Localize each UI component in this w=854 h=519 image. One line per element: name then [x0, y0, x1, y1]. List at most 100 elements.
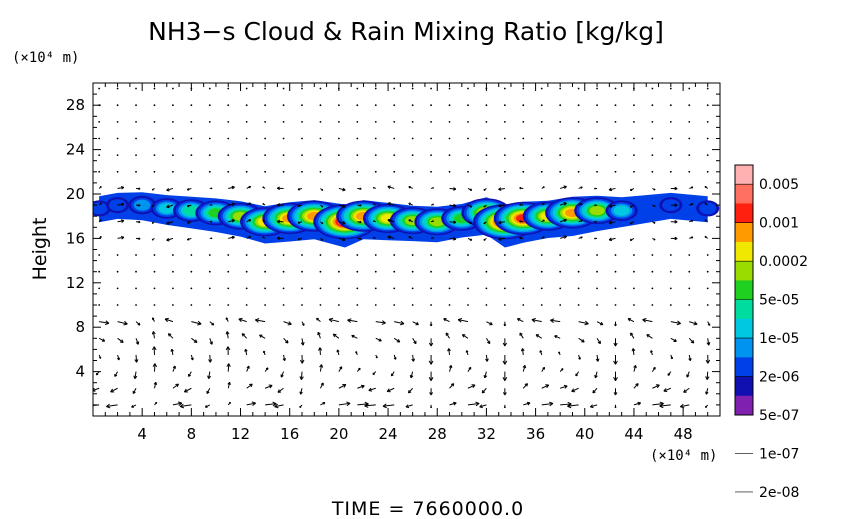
wind-vector: [541, 384, 549, 389]
wind-dot: [264, 87, 267, 90]
colorbar-label: 5e-07: [759, 408, 799, 424]
wind-arrowhead: [615, 406, 617, 409]
wind-arrowhead: [430, 342, 434, 347]
wind-arrowhead: [372, 187, 375, 189]
wind-dot: [374, 87, 377, 90]
wind-arrowhead: [227, 346, 231, 351]
wind-dot: [448, 170, 451, 173]
wind-arrowhead: [372, 203, 375, 206]
wind-dot: [153, 137, 156, 140]
wind-dot: [577, 170, 580, 173]
wind-dot: [393, 254, 396, 256]
wind-arrowhead: [302, 342, 305, 346]
wind-dot: [540, 154, 543, 157]
wind-arrowhead: [408, 236, 411, 239]
wind-vector: [172, 383, 179, 389]
wind-vector: [633, 383, 639, 389]
wind-dot: [669, 270, 672, 273]
wind-arrowhead: [676, 322, 681, 326]
wind-arrowhead: [138, 322, 141, 326]
wind-vector: [328, 318, 339, 323]
wind-dot: [669, 104, 672, 107]
wind-vector: [706, 371, 709, 380]
wind-vector: [571, 387, 579, 392]
wind-dot: [393, 304, 396, 306]
wind-vector: [283, 337, 289, 344]
wind-dot: [374, 104, 377, 107]
wind-dot: [706, 120, 709, 123]
wind-vector: [106, 404, 118, 407]
wind-arrowhead: [272, 401, 277, 405]
wind-dot: [448, 304, 451, 306]
wind-dot: [467, 304, 469, 306]
wind-dot: [337, 287, 340, 290]
colorbar-label: 2e-08: [759, 485, 799, 501]
wind-arrowhead: [228, 363, 231, 368]
wind-dot: [374, 254, 377, 256]
wind-dot: [393, 287, 396, 290]
wind-dot: [282, 87, 285, 90]
wind-arrowhead: [259, 334, 262, 338]
wind-dot: [485, 270, 488, 273]
wind-arrowhead: [225, 331, 228, 335]
wind-dot: [98, 154, 101, 157]
wind-dot: [430, 154, 432, 157]
wind-arrowhead: [301, 376, 304, 380]
wind-dot: [577, 120, 580, 123]
wind-dot: [614, 104, 617, 107]
wind-dot: [688, 104, 691, 107]
wind-dot: [559, 154, 562, 157]
x-tick-label: 40: [575, 425, 594, 443]
wind-arrowhead: [154, 363, 158, 368]
wind-arrowhead: [705, 376, 708, 380]
wind-vector: [410, 371, 414, 379]
wind-vector: [517, 318, 524, 323]
wind-arrowhead: [615, 392, 618, 396]
wind-dot: [651, 120, 654, 123]
wind-dot: [282, 120, 285, 123]
wind-dot: [245, 154, 248, 157]
wind-arrowhead: [164, 317, 169, 320]
wind-dot: [190, 254, 193, 256]
wind-dot: [245, 104, 248, 107]
wind-dot: [319, 287, 322, 290]
wind-vector: [484, 371, 487, 379]
wind-arrowhead: [635, 383, 639, 385]
wind-vector: [550, 319, 561, 323]
wind-arrowhead: [584, 323, 589, 326]
wind-vector: [228, 236, 235, 239]
wind-dot: [153, 87, 156, 90]
wind-dot: [522, 120, 525, 123]
wind-arrowhead: [121, 235, 125, 238]
wind-dot: [467, 120, 469, 123]
wind-arrowhead: [549, 401, 554, 404]
wind-arrowhead: [674, 186, 678, 190]
wind-arrowhead: [567, 405, 572, 409]
wind-arrowhead: [166, 206, 170, 209]
wind-arrowhead: [336, 349, 338, 353]
wind-arrowhead: [342, 237, 346, 241]
wind-arrowhead: [550, 318, 555, 321]
wind-dot: [245, 304, 248, 306]
wind-dot: [633, 154, 635, 157]
wind-dot: [596, 154, 598, 157]
wind-dot: [98, 87, 101, 90]
wind-arrowhead: [561, 368, 564, 370]
wind-dot: [467, 287, 469, 290]
wind-vector: [498, 204, 505, 207]
colorbar-swatch: [735, 222, 753, 243]
wind-dot: [559, 254, 562, 256]
wind-arrowhead: [646, 334, 649, 338]
wind-arrowhead: [328, 318, 333, 323]
y-tick-label: 16: [66, 229, 85, 247]
wind-arrowhead: [319, 364, 322, 368]
wind-dot: [633, 104, 635, 107]
wind-dot: [245, 170, 248, 173]
wind-arrowhead: [674, 220, 678, 223]
wind-arrowhead: [659, 401, 664, 404]
wind-arrowhead: [567, 403, 571, 407]
wind-vector: [277, 387, 284, 393]
wind-dot: [467, 170, 469, 173]
cloud-layer: [93, 192, 720, 248]
wind-arrowhead: [498, 238, 502, 241]
